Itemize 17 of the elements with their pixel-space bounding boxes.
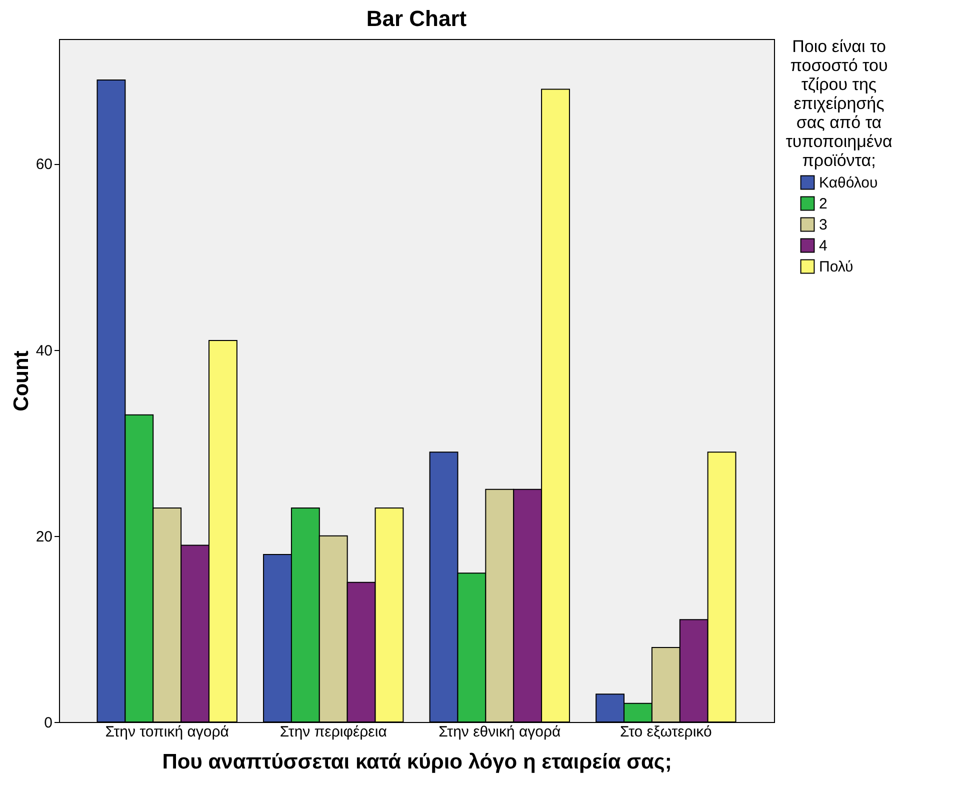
x-axis-title: Που αναπτύσσεται κατά κύριο λόγο η εταιρεία σας; xyxy=(162,750,672,774)
x-tick-label: Στην περιφέρεια xyxy=(280,724,388,740)
x-tick-label: Στην τοπική αγορά xyxy=(105,724,230,740)
legend-label: Καθόλου xyxy=(819,174,878,192)
x-tick-label: Στο εξωτερικό xyxy=(620,724,712,740)
y-tick-label: 40 xyxy=(36,342,52,360)
legend-label: Πολύ xyxy=(819,258,854,276)
legend-label: 3 xyxy=(819,216,828,234)
chart-title: Bar Chart xyxy=(366,6,468,31)
legend-label: 4 xyxy=(819,238,828,254)
y-axis-title: Count xyxy=(10,350,33,412)
y-tick-label: 20 xyxy=(36,528,52,546)
legend-label: 2 xyxy=(819,196,828,212)
y-tick-label: 0 xyxy=(44,714,52,732)
x-tick-label: Στην εθνική αγορά xyxy=(438,724,561,740)
legend-title: Ποιο είναι το ποσοστό του τζίρου της επιχείρησής σας από τα τυποποιημένα προϊόντα; xyxy=(786,37,892,170)
y-tick-label: 60 xyxy=(36,156,52,174)
